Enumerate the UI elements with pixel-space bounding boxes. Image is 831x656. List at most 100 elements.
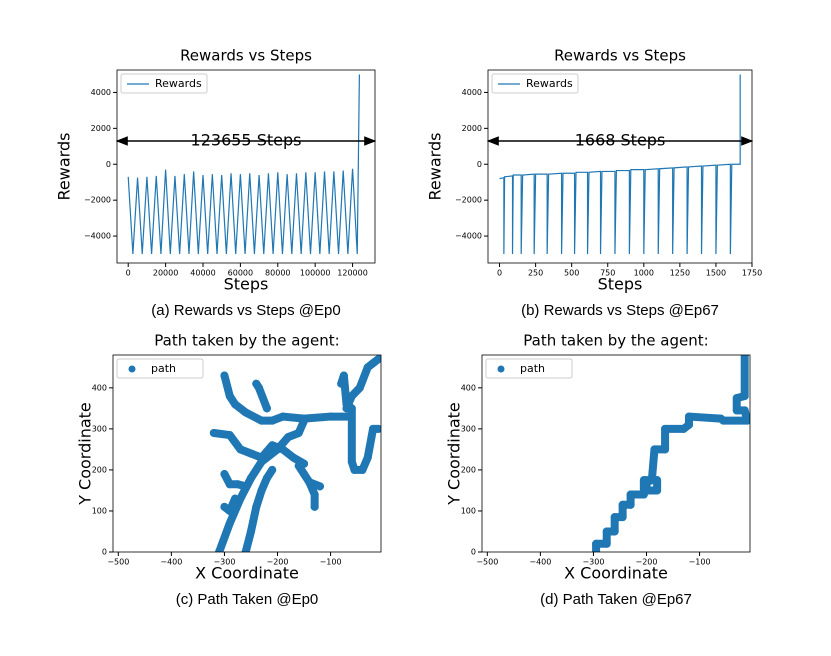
path-point <box>732 394 741 403</box>
y-tick-label: 0 <box>102 548 107 557</box>
y-tick-label: 400 <box>92 383 107 392</box>
x-tick-label: −200 <box>636 558 658 567</box>
y-tick-label: −4000 <box>455 232 482 241</box>
path-point <box>262 474 271 483</box>
path-point <box>305 478 314 487</box>
y-tick-label: 100 <box>461 506 476 515</box>
path-point <box>610 527 619 536</box>
x-tick-label: 60000 <box>228 269 253 278</box>
path-point <box>363 453 372 462</box>
x-axis-label: X Coordinate <box>564 564 668 583</box>
path-point <box>209 428 218 437</box>
path-point <box>740 406 749 415</box>
x-tick-label: 20000 <box>153 269 178 278</box>
path-point <box>740 392 749 401</box>
x-tick-label: −500 <box>476 558 498 567</box>
x-tick-label: 1250 <box>670 269 690 278</box>
path-point <box>268 465 277 474</box>
path-point <box>225 392 234 401</box>
path-point <box>684 412 693 421</box>
y-axis-label: Y Coordinate <box>76 402 95 506</box>
path-point <box>246 449 255 458</box>
y-axis-label: Rewards <box>55 133 74 201</box>
path-point <box>602 539 611 548</box>
x-tick-label: −400 <box>529 558 551 567</box>
legend-box <box>491 73 579 94</box>
x-tick-label: 120000 <box>337 269 368 278</box>
path-point <box>626 500 635 509</box>
path-point <box>273 445 282 454</box>
path-point <box>732 406 741 415</box>
path-point <box>602 527 611 536</box>
y-tick-label: 400 <box>461 383 476 392</box>
caption: (b) Rewards vs Steps @Ep67 <box>521 302 719 319</box>
path-point <box>592 539 601 548</box>
axes-frame <box>481 354 751 553</box>
path-point <box>610 513 619 522</box>
y-tick-label: 4000 <box>91 88 111 97</box>
caption: (c) Path Taken @Ep0 <box>176 591 319 608</box>
path-point <box>339 371 348 380</box>
x-axis-label: Steps <box>598 275 643 294</box>
axes-frame <box>116 69 376 264</box>
path-point <box>355 383 364 392</box>
path-point <box>374 424 381 433</box>
path-point <box>225 480 234 489</box>
chart-title: Rewards vs Steps <box>554 47 686 65</box>
y-tick-label: 2000 <box>91 124 111 133</box>
plot-area <box>209 355 381 552</box>
x-tick-label: −100 <box>689 558 711 567</box>
legend-swatch <box>497 365 505 373</box>
x-tick-label: 40000 <box>190 269 215 278</box>
path-point <box>326 412 335 421</box>
axes-frame <box>112 354 382 553</box>
path-point <box>225 519 234 528</box>
x-tick-label: 80000 <box>265 269 290 278</box>
x-tick-label: 750 <box>600 269 615 278</box>
path-point <box>231 494 240 503</box>
caption: (d) Path Taken @Ep67 <box>540 591 692 608</box>
reward-line <box>127 74 360 255</box>
y-tick-label: 4000 <box>462 88 482 97</box>
path-point <box>342 404 351 413</box>
caption: (a) Rewards vs Steps @Ep0 <box>151 302 340 319</box>
legend-label: Rewards <box>155 77 202 90</box>
x-tick-label: −300 <box>582 558 604 567</box>
chart-title: Path taken by the agent: <box>154 332 339 350</box>
y-tick-label: 100 <box>92 506 107 515</box>
legend-label: Rewards <box>526 77 573 90</box>
plot-area <box>499 74 741 255</box>
path-point <box>294 461 303 470</box>
path-point <box>231 400 240 409</box>
path-point <box>618 513 627 522</box>
x-tick-label: 1000 <box>634 269 654 278</box>
path-point <box>215 548 224 552</box>
path-point <box>310 490 319 499</box>
path-point <box>241 548 250 552</box>
path-point <box>350 465 359 474</box>
y-axis-label: Y Coordinate <box>445 402 464 506</box>
x-tick-label: 1500 <box>706 269 726 278</box>
y-tick-label: 0 <box>106 160 111 169</box>
path-point <box>236 445 245 454</box>
path-point <box>254 383 263 392</box>
path-point <box>653 486 662 495</box>
path-point <box>289 453 298 462</box>
path-point <box>241 482 250 491</box>
x-tick-label: 1750 <box>742 269 762 278</box>
axes-frame <box>487 69 753 264</box>
path-point <box>661 445 670 454</box>
path-point <box>246 474 255 483</box>
path-point <box>661 424 670 433</box>
x-tick-label: 0 <box>126 269 131 278</box>
y-tick-label: 200 <box>461 465 476 474</box>
path-point <box>310 502 319 511</box>
path-point <box>294 428 303 437</box>
y-tick-label: 0 <box>471 548 476 557</box>
legend-box <box>116 358 204 379</box>
path-point <box>315 482 324 491</box>
y-tick-label: 300 <box>92 424 107 433</box>
legend-label: path <box>520 362 545 375</box>
path-point <box>347 392 356 401</box>
